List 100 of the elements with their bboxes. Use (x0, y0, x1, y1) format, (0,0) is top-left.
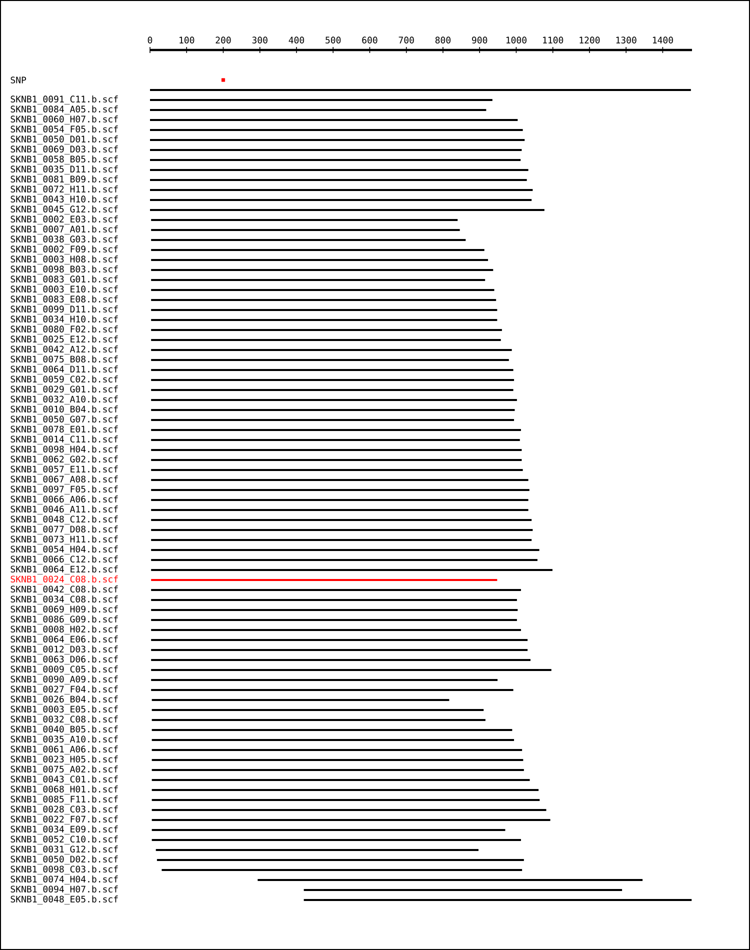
y-tick-label: SKNB1_0072_H11.b.scf (10, 186, 118, 194)
bar (150, 169, 528, 172)
bar (151, 329, 502, 332)
bar (152, 759, 524, 762)
bar (151, 279, 486, 282)
y-tick-label: SKNB1_0038_G03.b.scf (10, 236, 118, 244)
y-tick-label: SKNB1_0048_E05.b.scf (10, 896, 118, 905)
bar (151, 249, 484, 252)
bar (151, 319, 498, 322)
bar (152, 709, 484, 712)
y-tick-label: SKNB1_0050_D01.b.scf (10, 136, 118, 144)
y-tick-label: SKNB1_0003_H08.b.scf (10, 256, 118, 264)
y-tick-label: SKNB1_0084_A05.b.scf (10, 106, 118, 114)
y-tick-label: SKNB1_0090_A09.b.scf (10, 676, 118, 685)
bar (152, 839, 521, 842)
bar (151, 359, 509, 362)
bar (151, 399, 517, 402)
y-tick-label: SKNB1_0043_H10.b.scf (10, 196, 118, 204)
x-tick-label: 1400 (652, 36, 673, 44)
bar (152, 749, 522, 752)
y-tick-label: SKNB1_0064_D11.b.scf (10, 366, 118, 374)
y-tick-label: SKNB1_0028_C03.b.scf (10, 806, 118, 815)
y-tick-label: SKNB1_0075_B08.b.scf (10, 356, 118, 364)
y-tick-label: SKNB1_0098_B03.b.scf (10, 266, 118, 274)
y-tick-label: SKNB1_0054_H04.b.scf (10, 546, 118, 555)
bar (151, 389, 514, 392)
x-tick-label: 500 (326, 36, 341, 44)
y-tick-label: SKNB1_0057_E11.b.scf (10, 466, 118, 474)
bar (152, 769, 524, 772)
y-tick-label: SKNB1_0091_C11.b.scf (10, 96, 118, 104)
y-tick-label: SKNB1_0009_C05.b.scf (10, 666, 118, 675)
y-tick-label: SKNB1_0069_D03.b.scf (10, 146, 118, 154)
bar (152, 699, 450, 702)
x-tick-label: 100 (180, 36, 194, 44)
bar (304, 899, 692, 902)
bar (151, 449, 522, 452)
y-tick-label: SKNB1_0003_E10.b.scf (10, 286, 118, 294)
bar (156, 859, 524, 862)
bar (304, 889, 622, 892)
bar (162, 869, 522, 872)
bar (151, 499, 528, 502)
bar (152, 719, 486, 722)
bar (150, 139, 525, 142)
y-tick-label: SKNB1_0031_G12.b.scf (10, 846, 118, 855)
y-tick-label: SKNB1_0012_D03.b.scf (10, 646, 118, 655)
bar (151, 509, 528, 512)
y-tick-label: SKNB1_0067_A08.b.scf (10, 476, 118, 484)
bar (151, 619, 517, 622)
bar (151, 219, 458, 222)
bar (150, 199, 532, 202)
y-tick-label: SKNB1_0062_G02.b.scf (10, 456, 118, 464)
bar (151, 439, 520, 442)
y-tick-label: SKNB1_0061_A06.b.scf (10, 746, 118, 755)
y-tick-label: SKNB1_0058_B05.b.scf (10, 156, 118, 164)
x-tick-label: 400 (288, 36, 304, 44)
y-tick-label: SKNB1_0029_G01.b.scf (10, 386, 118, 394)
bar (150, 119, 518, 122)
bar (150, 149, 522, 152)
y-tick-label: SKNB1_0034_H10.b.scf (10, 316, 118, 324)
x-tick-label: 700 (398, 36, 414, 44)
bar (150, 209, 544, 212)
y-tick-label: SKNB1_0073_H11.b.scf (10, 536, 118, 545)
bar (151, 669, 552, 672)
y-tick-label: SKNB1_0097_F05.b.scf (10, 486, 118, 494)
y-tick-label: SKNB1_0045_G12.b.scf (10, 206, 118, 214)
bar (151, 309, 498, 312)
bar (151, 469, 523, 472)
bar (151, 369, 514, 372)
bar (150, 159, 521, 162)
bar (151, 299, 496, 302)
y-tick-label: SKNB1_0066_C12.b.scf (10, 556, 118, 565)
bar (150, 109, 486, 112)
bar (151, 459, 522, 462)
y-tick-label: SKNB1_0007_A01.b.scf (10, 226, 118, 234)
bar (151, 649, 528, 652)
y-tick-label: SKNB1_0099_D11.b.scf (10, 306, 118, 314)
bar (152, 789, 539, 792)
bar (151, 679, 498, 682)
bar (152, 809, 546, 812)
bar (151, 549, 540, 552)
bar (151, 419, 514, 422)
y-tick-label: SKNB1_0043_C01.b.scf (10, 776, 118, 785)
y-tick-label: SKNB1_0080_F02.b.scf (10, 326, 118, 334)
bar (151, 519, 532, 522)
x-tick-label: 0 (148, 36, 152, 44)
x-tick-label: 800 (435, 36, 451, 44)
y-tick-label: SKNB1_0066_A06.b.scf (10, 496, 118, 504)
y-tick-label: SKNB1_0078_E01.b.scf (10, 426, 118, 434)
x-tick-label: 900 (472, 36, 488, 44)
y-tick-label: SKNB1_0040_B05.b.scf (10, 726, 118, 735)
bar (151, 349, 512, 352)
bar (151, 259, 488, 262)
bar (151, 629, 521, 632)
y-tick-label: SKNB1_0050_D02.b.scf (10, 856, 118, 865)
y-tick-label: SKNB1_0075_A02.b.scf (10, 766, 118, 775)
y-tick-label: SKNB1_0042_C08.b.scf (10, 586, 118, 595)
bar (152, 779, 530, 782)
bar (151, 229, 460, 232)
bar (151, 409, 515, 412)
y-tick-label: SKNB1_0069_H09.b.scf (10, 606, 118, 615)
